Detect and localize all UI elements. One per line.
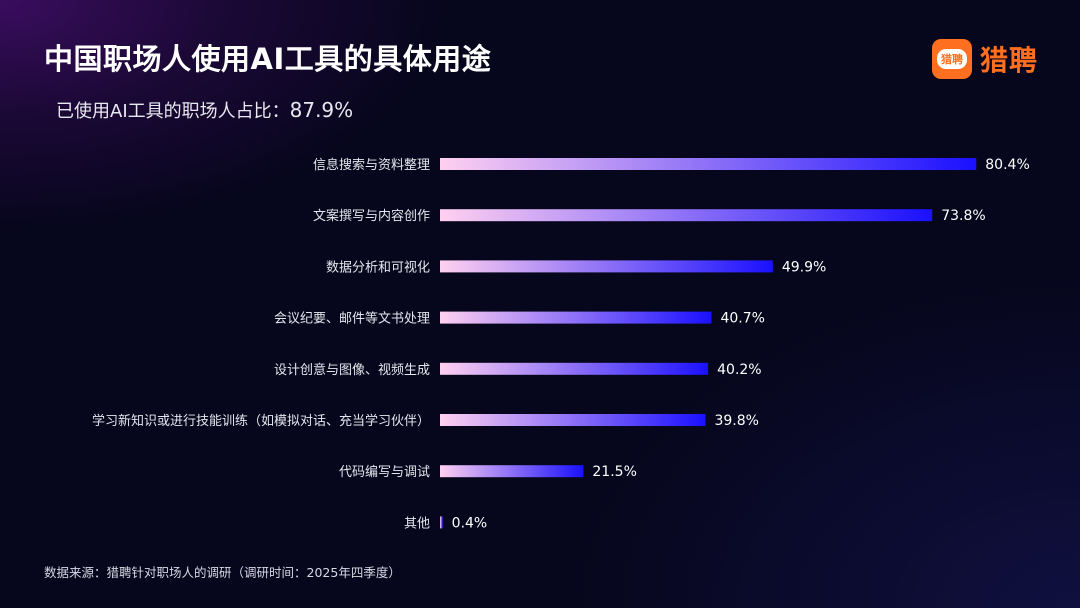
usage-bar-chart: 信息搜索与资料整理 80.4% 文案撰写与内容创作 73.8% 数据分析和可视化 49.9… bbox=[92, 157, 1030, 531]
value-label: 73.8% bbox=[941, 208, 985, 224]
category-label: 数据分析和可视化 bbox=[326, 260, 430, 275]
value-label: 0.4% bbox=[452, 515, 488, 531]
category-label: 代码编写与调试 bbox=[339, 465, 430, 480]
bar bbox=[440, 465, 584, 478]
liepin-logo-icon: 猎聘 bbox=[932, 39, 972, 79]
bar bbox=[440, 362, 709, 375]
category-label: 会议纪要、邮件等文书处理 bbox=[274, 311, 430, 327]
value-label: 40.2% bbox=[717, 362, 761, 378]
category-label: 设计创意与图像、视频生成 bbox=[274, 362, 430, 378]
value-label: 80.4% bbox=[985, 157, 1029, 173]
usage-share-subtitle: 已使用AI工具的职场人占比：87.9% bbox=[56, 97, 353, 123]
category-label: 文案撰写与内容创作 bbox=[313, 208, 430, 224]
category-label: 信息搜索与资料整理 bbox=[313, 157, 430, 173]
bar bbox=[440, 158, 977, 170]
usage-share-label: 已使用AI工具的职场人占比： bbox=[56, 101, 290, 122]
logo-bubble-text: 猎聘 bbox=[937, 49, 967, 69]
value-label: 39.8% bbox=[714, 413, 758, 429]
bar bbox=[440, 260, 773, 273]
bar bbox=[440, 414, 706, 426]
value-label: 49.9% bbox=[782, 259, 826, 275]
data-source-note: 数据来源：猎聘针对职场人的调研（调研时间：2025年四季度） bbox=[44, 565, 401, 580]
brand-logo: 猎聘 猎聘 bbox=[932, 38, 1038, 80]
usage-share-value: 87.9% bbox=[289, 98, 354, 122]
category-label: 学习新知识或进行技能训练（如模拟对话、充当学习伙伴） bbox=[92, 413, 430, 429]
value-label: 21.5% bbox=[592, 464, 636, 480]
bar bbox=[440, 311, 712, 324]
bar bbox=[440, 209, 933, 222]
category-label: 其他 bbox=[404, 516, 430, 531]
brand-name: 猎聘 bbox=[980, 44, 1039, 77]
bar bbox=[440, 516, 443, 529]
page-title: 中国职场人使用AI工具的具体用途 bbox=[44, 42, 492, 76]
value-label: 40.7% bbox=[720, 311, 764, 327]
